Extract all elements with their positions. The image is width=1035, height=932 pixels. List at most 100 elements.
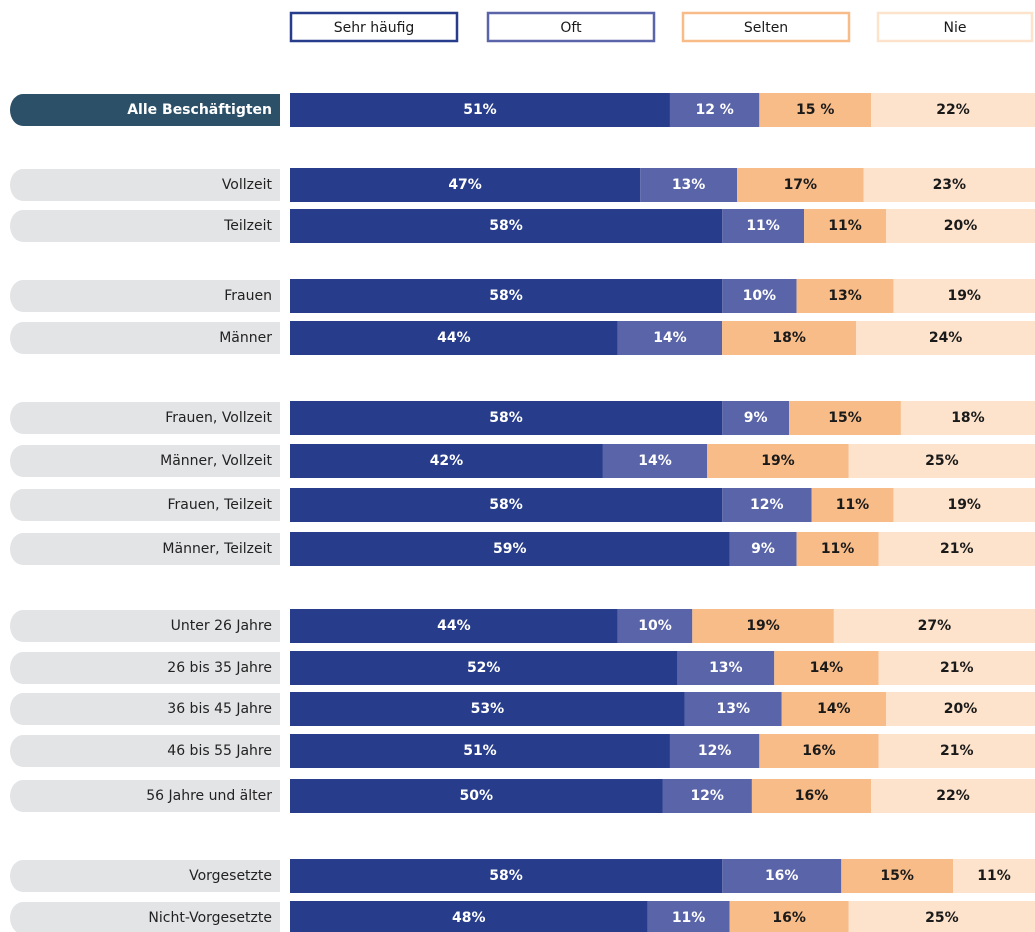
bar-segment (804, 209, 886, 243)
value-label: 19% (947, 288, 981, 304)
value-label: 19% (947, 497, 981, 513)
category-label: Teilzeit (223, 218, 272, 234)
category-pill (10, 445, 280, 477)
bar-segment (886, 209, 1035, 243)
bar-segment (848, 444, 1035, 478)
value-label: 22% (936, 102, 970, 118)
category-pill (10, 533, 280, 565)
value-label: 52% (467, 660, 501, 676)
value-label: 44% (437, 618, 471, 634)
bar-segment (722, 321, 857, 355)
value-label: 12% (690, 788, 724, 804)
category-pill (10, 780, 280, 812)
bar-segment (290, 168, 641, 202)
bar-segment (647, 901, 730, 932)
bar-segment (729, 901, 849, 932)
value-label: 10% (743, 288, 777, 304)
category-label: Frauen, Teilzeit (167, 497, 272, 513)
bar-segment (751, 779, 872, 813)
category-label: Frauen, Vollzeit (165, 410, 272, 426)
value-label: 21% (940, 743, 974, 759)
category-pill (10, 652, 280, 684)
value-label: 20% (944, 701, 978, 717)
value-label: 13% (828, 288, 862, 304)
bar-segment (290, 859, 723, 893)
category-pill (10, 94, 280, 126)
legend-label: Sehr häufig (334, 20, 415, 36)
bar-segment (759, 734, 879, 768)
value-label: 50% (459, 788, 493, 804)
value-label: 44% (437, 330, 471, 346)
legend-box (289, 11, 459, 43)
value-label: 16% (795, 788, 829, 804)
category-label: Vollzeit (222, 177, 273, 193)
bar-segment (669, 734, 760, 768)
bar-segment (290, 779, 663, 813)
category-pill (10, 902, 280, 932)
category-pill (10, 860, 280, 892)
bar-segment (722, 279, 797, 313)
value-label: 12% (750, 497, 784, 513)
category-label: Unter 26 Jahre (171, 618, 272, 634)
value-label: 10% (638, 618, 672, 634)
bar-segment (796, 532, 879, 566)
bar-segment (290, 209, 723, 243)
bar-segment (290, 609, 618, 643)
value-label: 24% (929, 330, 963, 346)
bar-segment (722, 209, 805, 243)
value-label: 13% (672, 177, 706, 193)
value-label: 23% (933, 177, 967, 193)
bar-segment (886, 692, 1035, 726)
category-label: Nicht-Vorgesetzte (148, 910, 272, 926)
bar-segment (290, 532, 730, 566)
value-label: 59% (493, 541, 527, 557)
value-label: 25% (925, 910, 959, 926)
category-pill (10, 610, 280, 642)
value-label: 53% (471, 701, 505, 717)
category-label: Männer, Teilzeit (162, 541, 272, 557)
value-label: 15% (828, 410, 862, 426)
value-label: 14% (810, 660, 844, 676)
category-label: 56 Jahre und älter (146, 788, 272, 804)
value-label: 47% (448, 177, 482, 193)
bar-segment (677, 651, 775, 685)
category-pill (10, 402, 280, 434)
value-label: 20% (944, 218, 978, 234)
value-label: 58% (489, 868, 523, 884)
bar-segment (900, 401, 1035, 435)
value-label: 58% (489, 218, 523, 234)
category-label: Frauen (224, 288, 272, 304)
value-label: 14% (817, 701, 851, 717)
value-label: 18% (951, 410, 985, 426)
bar-segment (662, 779, 752, 813)
bar-segment (290, 901, 648, 932)
bar-segment (893, 279, 1035, 313)
category-label: Vorgesetzte (189, 868, 272, 884)
legend-box (486, 11, 656, 43)
bar-segment (722, 401, 790, 435)
bar-segment (871, 93, 1035, 127)
bar-segment (871, 779, 1035, 813)
category-pill (10, 693, 280, 725)
bar-segment (893, 488, 1035, 522)
category-pill (10, 735, 280, 767)
bar-segment (863, 168, 1035, 202)
bar-segment (789, 401, 901, 435)
value-label: 11% (821, 541, 855, 557)
category-pill (10, 489, 280, 521)
category-label: 26 bis 35 Jahre (167, 660, 272, 676)
bar-segment (707, 444, 849, 478)
value-label: 13% (709, 660, 743, 676)
category-label: Männer (219, 330, 272, 346)
bar-segment (729, 532, 797, 566)
bar-segment (290, 734, 670, 768)
value-label: 9% (744, 410, 768, 426)
bar-segment (602, 444, 708, 478)
value-label: 21% (940, 660, 974, 676)
bar-segment (856, 321, 1035, 355)
bar-segment (841, 859, 954, 893)
bar-segment (669, 93, 760, 127)
legend-label: Selten (744, 20, 788, 36)
bar-segment (290, 279, 723, 313)
